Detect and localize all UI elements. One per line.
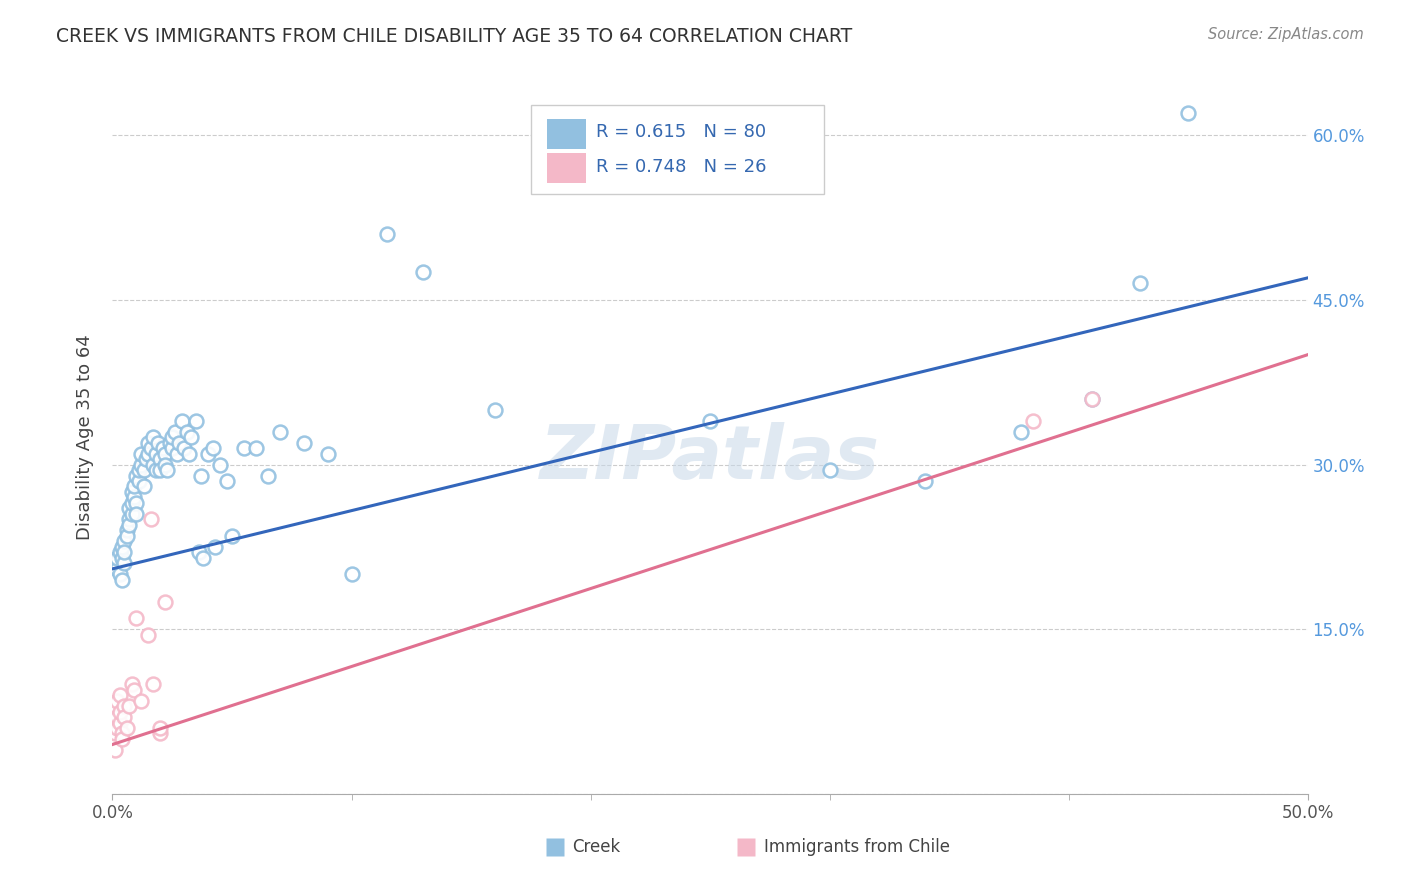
Text: Immigrants from Chile: Immigrants from Chile — [763, 838, 950, 856]
FancyBboxPatch shape — [547, 153, 586, 183]
Text: Creek: Creek — [572, 838, 621, 856]
Y-axis label: Disability Age 35 to 64: Disability Age 35 to 64 — [76, 334, 94, 540]
Text: R = 0.615   N = 80: R = 0.615 N = 80 — [596, 123, 766, 141]
FancyBboxPatch shape — [531, 105, 824, 194]
Text: ZIPatlas: ZIPatlas — [540, 422, 880, 495]
Text: Source: ZipAtlas.com: Source: ZipAtlas.com — [1208, 27, 1364, 42]
Text: R = 0.748   N = 26: R = 0.748 N = 26 — [596, 158, 768, 176]
Text: CREEK VS IMMIGRANTS FROM CHILE DISABILITY AGE 35 TO 64 CORRELATION CHART: CREEK VS IMMIGRANTS FROM CHILE DISABILIT… — [56, 27, 852, 45]
FancyBboxPatch shape — [547, 119, 586, 149]
